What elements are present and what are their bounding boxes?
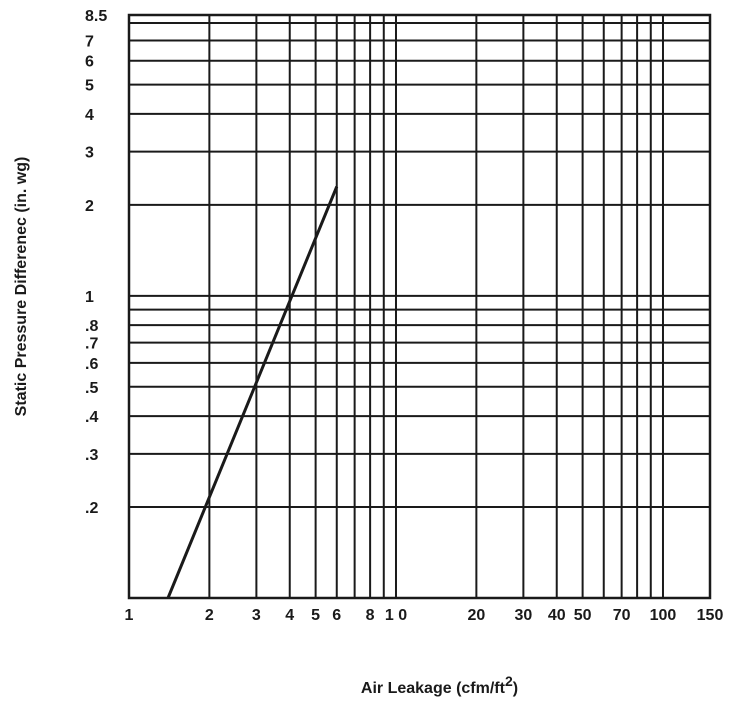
x-tick-label: 40	[548, 607, 566, 624]
x-axis-label-main: Air Leakage (cfm/ft	[361, 680, 506, 697]
y-tick-label: 7	[85, 33, 94, 50]
y-tick-label: 6	[85, 54, 94, 71]
y-tick-label: .3	[85, 447, 98, 464]
x-tick-label: 30	[514, 607, 532, 624]
y-tick-label: .5	[85, 380, 98, 397]
x-tick-label: 3	[252, 607, 261, 624]
x-tick-label: 8	[366, 607, 375, 624]
x-tick-label: 20	[467, 607, 485, 624]
x-tick-label: 100	[650, 607, 677, 624]
y-tick-label: .7	[85, 336, 98, 353]
y-tick-label: .8	[85, 318, 98, 335]
x-tick-label: 2	[205, 607, 214, 624]
y-axis-label: Static Pressure Differenec (in. wg)	[13, 157, 30, 417]
x-tick-label: 1 0	[385, 607, 407, 624]
x-tick-label: 4	[285, 607, 294, 624]
x-axis-label-superscript: 2	[505, 673, 513, 689]
y-tick-label: .6	[85, 356, 98, 373]
y-tick-label: 5	[85, 78, 94, 95]
x-tick-label: 150	[697, 607, 724, 624]
x-tick-label: 1	[125, 607, 134, 624]
x-tick-label: 50	[574, 607, 592, 624]
y-tick-label: 3	[85, 145, 94, 162]
y-tick-label: 2	[85, 198, 94, 215]
y-tick-label: .4	[85, 409, 98, 426]
plot-frame	[127, 13, 712, 600]
series-group	[166, 185, 339, 599]
y-tick-label: 8.5	[85, 8, 107, 25]
x-tick-label: 5	[311, 607, 320, 624]
y-tick-label: 4	[85, 107, 94, 124]
x-tick-label: 70	[613, 607, 631, 624]
y-tick-label: .2	[85, 500, 98, 517]
x-tick-label: 6	[332, 607, 341, 624]
y-gridlines	[129, 21, 710, 509]
x-axis-label-close: )	[513, 680, 518, 697]
series-line	[166, 185, 339, 599]
y-tick-labels: 8.5 7 6 5 4 3 2 1 .8.7 .6 .5 .4 .3 .2	[85, 8, 107, 517]
x-gridlines	[208, 15, 664, 598]
x-axis-label: Air Leakage (cfm/ft2)	[361, 673, 518, 697]
y-tick-label: 1	[85, 289, 94, 306]
